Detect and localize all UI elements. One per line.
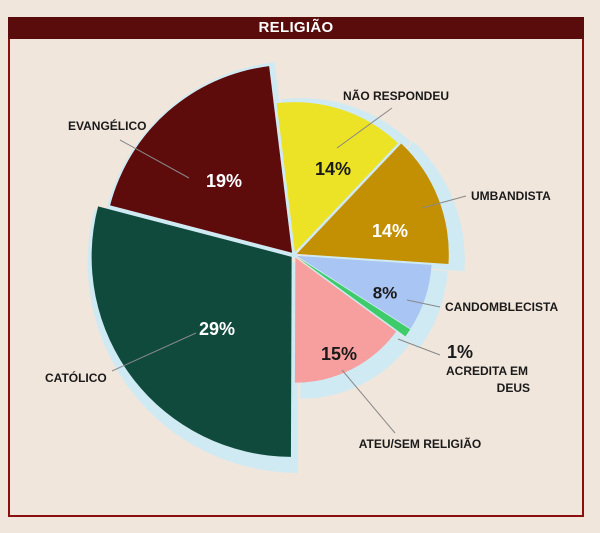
labels: 14% NÃO RESPONDEU 14% UMBANDISTA 8% CANDOMBLE… [45, 88, 558, 451]
slice-value-label: 29% [199, 319, 235, 339]
slices [91, 66, 449, 457]
slice-category-label: DEUS [497, 381, 530, 395]
leader-line [421, 195, 467, 209]
pie-slice [110, 66, 293, 253]
slice-category-label: ATEU/SEM RELIGIÃO [359, 436, 481, 451]
pie-slice [296, 255, 432, 329]
leader-line [111, 332, 197, 372]
slice-value-label: 14% [315, 159, 351, 179]
leader-line [119, 139, 190, 179]
slice-category-label: EVANGÉLICO [68, 118, 146, 133]
slice-value-label: 14% [372, 221, 408, 241]
leader-line [336, 107, 393, 149]
chart-title: RELIGIÃO [8, 17, 584, 39]
slice-category-label: CANDOMBLECISTA [445, 300, 558, 314]
pie-slice [91, 206, 292, 457]
leader-line [397, 338, 441, 356]
pie-slice [296, 143, 449, 264]
pie-slice [296, 256, 411, 337]
pie-slice [276, 102, 399, 253]
leader-line [406, 299, 441, 308]
slice-category-label: CATÓLICO [45, 370, 107, 385]
slice-value-label: 1% [447, 342, 473, 362]
slice-category-label: ACREDITA EM [446, 364, 528, 378]
leader-line [341, 369, 396, 434]
slice-category-label: NÃO RESPONDEU [343, 88, 449, 103]
slice-value-label: 15% [321, 344, 357, 364]
slice-value-label: 19% [206, 171, 242, 191]
slice-value-label: 8% [373, 283, 398, 302]
slice-category-label: UMBANDISTA [471, 189, 551, 203]
pie-slice [294, 257, 397, 383]
